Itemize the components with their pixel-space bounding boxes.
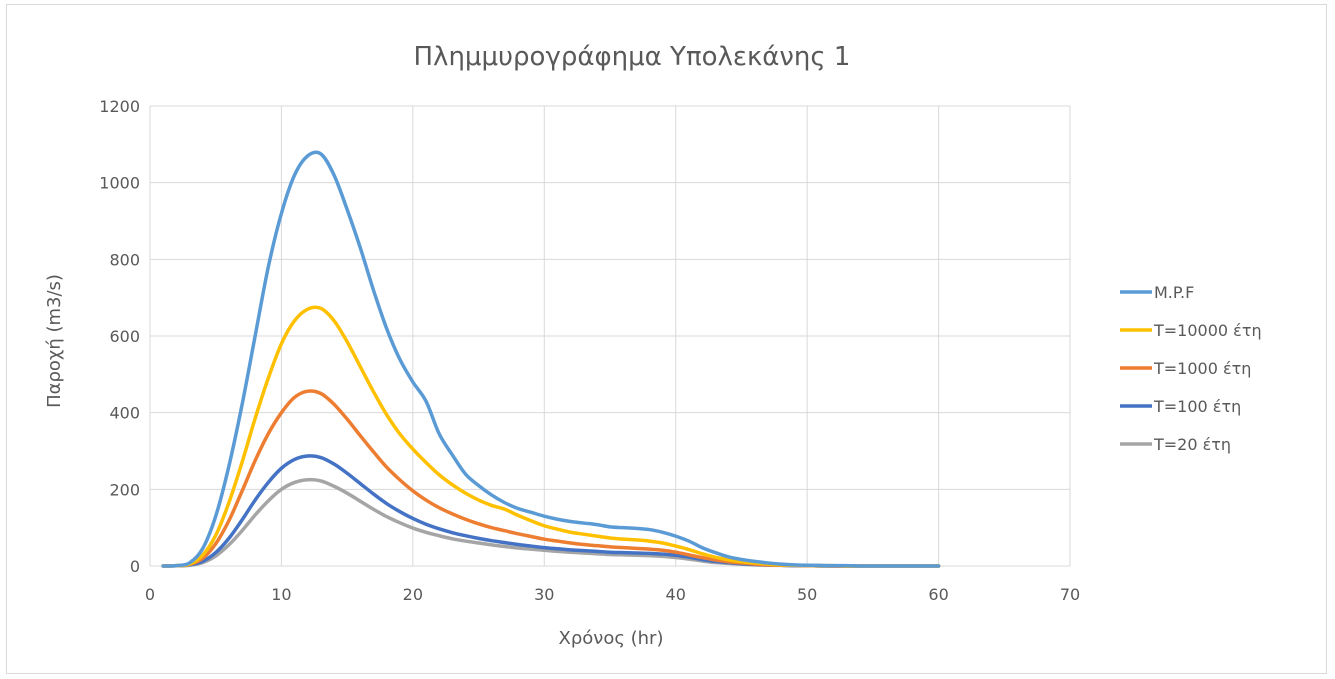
series-line-1 xyxy=(161,150,941,568)
chart-frame: 0 200 400 600 800 1000 1200 0 10 20 30 40 50 60 70 Πλη… xyxy=(6,4,1327,674)
x-tick-label: 40 xyxy=(666,585,686,604)
x-tick-label: 30 xyxy=(534,585,554,604)
series-line-2 xyxy=(161,305,941,568)
y-tick-label: 800 xyxy=(109,250,140,269)
series-line-3 xyxy=(161,389,941,568)
x-tick-label: 70 xyxy=(1060,585,1080,604)
y-tick-label: 1200 xyxy=(99,97,140,116)
x-tick-label: 50 xyxy=(797,585,817,604)
legend-label: T=1000 έτη xyxy=(1153,359,1251,378)
gridlines xyxy=(149,105,1071,567)
series-line-5 xyxy=(161,477,941,568)
legend: M.P.F T=10000 έτη T=1000 έτη T=100 έτη T=20 … xyxy=(1120,283,1262,454)
chart-title: Πλημμυρογράφημα Υπολεκάνης 1 xyxy=(414,42,851,72)
axes: 0 200 400 600 800 1000 1200 0 10 20 30 40 50 60 70 xyxy=(99,97,1080,604)
y-axis-title: Παροχή (m3/s) xyxy=(44,274,65,408)
y-tick-label: 600 xyxy=(109,327,140,346)
x-tick-label: 20 xyxy=(403,585,423,604)
x-tick-label: 0 xyxy=(145,585,155,604)
x-axis-title: Χρόνος (hr) xyxy=(559,628,664,649)
y-tick-label: 400 xyxy=(109,404,140,423)
series-line-4 xyxy=(161,454,941,568)
legend-label: T=10000 έτη xyxy=(1153,321,1262,340)
y-tick-label: 200 xyxy=(109,480,140,499)
x-tick-label: 10 xyxy=(271,585,291,604)
legend-label: M.P.F xyxy=(1154,283,1194,302)
y-tick-label: 0 xyxy=(130,557,140,576)
legend-label: T=100 έτη xyxy=(1153,397,1241,416)
legend-label: T=20 έτη xyxy=(1153,435,1231,454)
line-chart: 0 200 400 600 800 1000 1200 0 10 20 30 40 50 60 70 Πλη… xyxy=(44,42,1262,649)
x-tick-label: 60 xyxy=(928,585,948,604)
y-tick-label: 1000 xyxy=(99,174,140,193)
series-lines xyxy=(161,150,941,568)
